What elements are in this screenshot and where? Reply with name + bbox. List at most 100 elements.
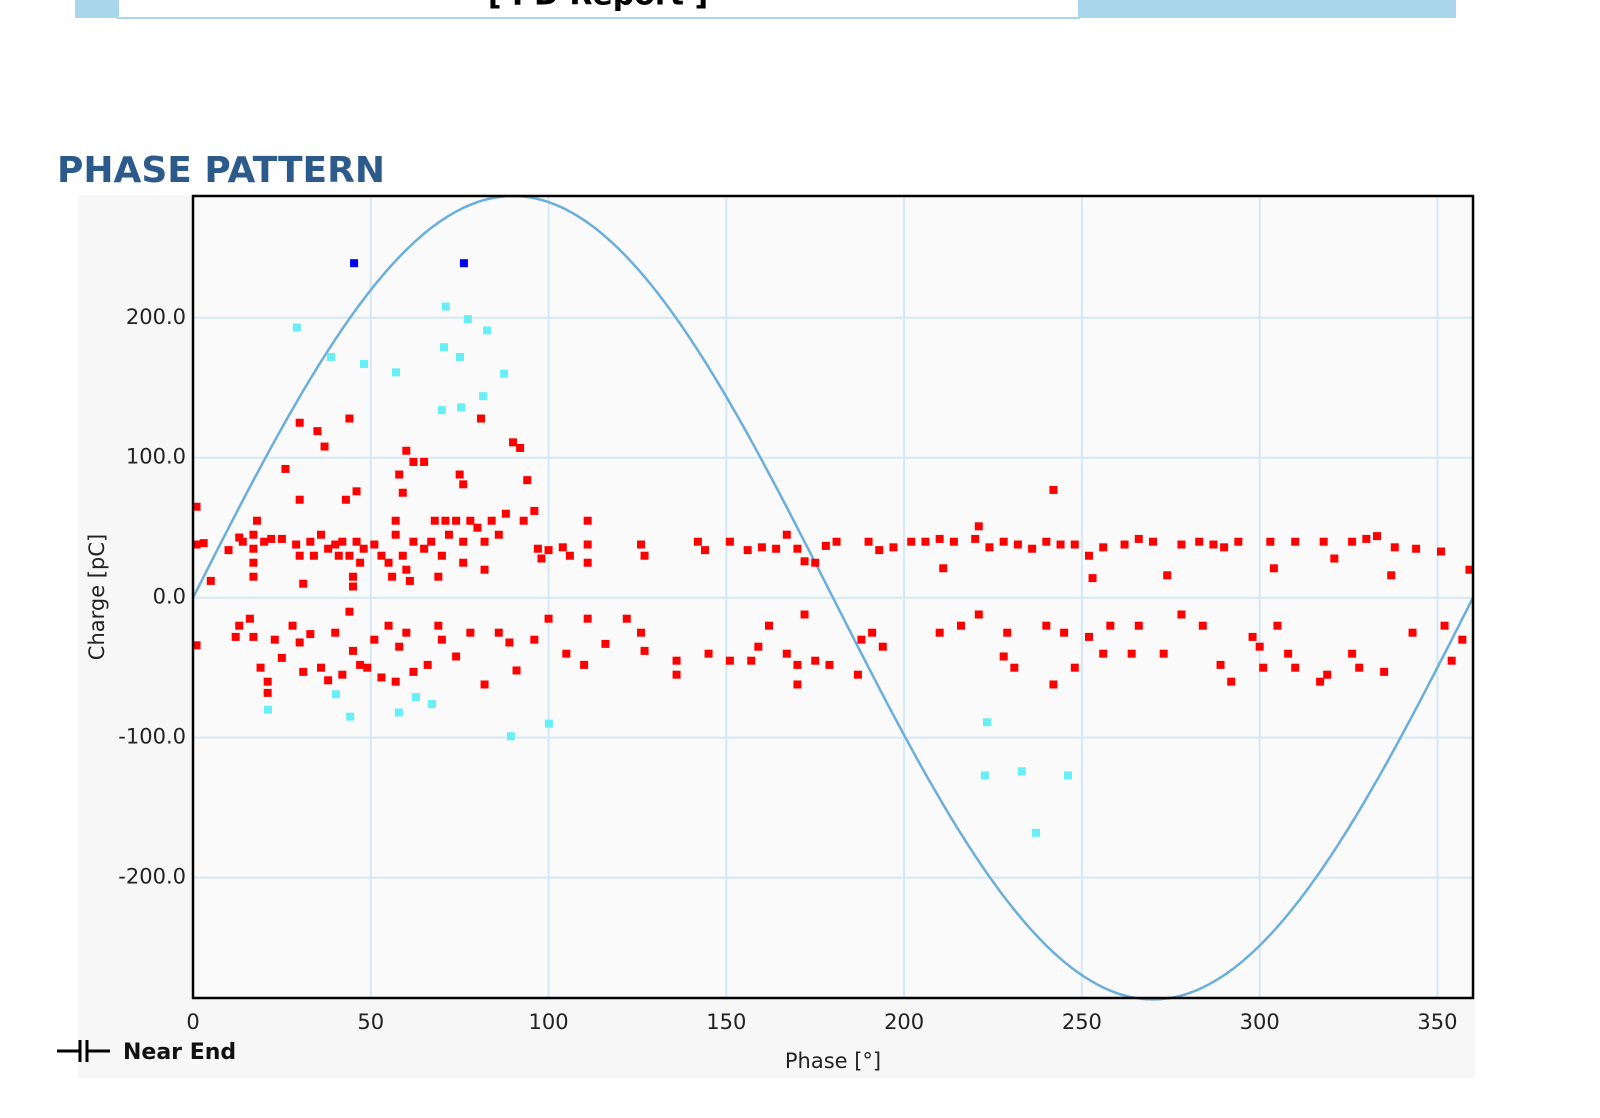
point	[345, 607, 354, 616]
point	[558, 543, 567, 552]
point	[800, 610, 809, 619]
y-tick-label: 200.0	[126, 305, 186, 329]
point	[601, 639, 610, 648]
point	[1127, 649, 1136, 658]
point	[295, 551, 304, 560]
point	[349, 646, 357, 655]
point	[832, 537, 841, 546]
point	[821, 541, 830, 550]
point	[480, 565, 489, 574]
point	[974, 522, 983, 531]
point	[1373, 532, 1381, 541]
point	[1209, 540, 1218, 549]
point	[1355, 663, 1364, 672]
point	[1042, 537, 1051, 546]
point	[466, 516, 475, 525]
point	[565, 551, 574, 560]
point	[853, 670, 862, 679]
point	[935, 534, 944, 543]
point	[423, 660, 432, 669]
point	[1362, 534, 1371, 543]
point	[1064, 771, 1073, 780]
point	[1390, 543, 1399, 552]
point	[299, 579, 308, 588]
point	[249, 544, 258, 553]
point	[1088, 574, 1097, 583]
point	[1049, 485, 1058, 494]
point	[452, 652, 461, 661]
point	[583, 540, 592, 549]
point	[249, 530, 258, 539]
point	[537, 554, 546, 563]
point	[1323, 670, 1332, 679]
point	[224, 546, 233, 555]
point	[530, 635, 539, 644]
point	[253, 516, 261, 525]
point	[263, 677, 272, 686]
point	[1013, 540, 1022, 549]
x-tick-label: 100	[529, 1010, 569, 1034]
point	[370, 635, 379, 644]
point	[360, 359, 369, 368]
point	[1017, 767, 1026, 776]
point	[875, 546, 884, 555]
point	[1198, 621, 1207, 630]
point	[295, 495, 304, 504]
point	[420, 544, 429, 553]
point	[326, 352, 335, 361]
point	[985, 543, 994, 552]
point	[935, 628, 944, 637]
point	[864, 537, 873, 546]
point	[398, 488, 407, 497]
point	[811, 656, 820, 665]
y-tick-label: 0.0	[153, 585, 186, 609]
point	[1291, 663, 1300, 672]
plot: 0 50 100 150 200 250 300 350 -200.0 -100.0 0.0 100.…	[118, 194, 1475, 1034]
header-title: [ PD Report ]	[488, 0, 708, 13]
point	[441, 516, 450, 525]
point	[921, 537, 930, 546]
point	[530, 506, 539, 515]
point	[235, 621, 244, 630]
point	[391, 516, 400, 525]
point	[459, 558, 468, 567]
point	[980, 771, 989, 780]
point	[359, 544, 368, 553]
point	[334, 551, 343, 560]
point	[270, 635, 279, 644]
point	[640, 646, 649, 655]
y-tick-label: -100.0	[118, 725, 186, 749]
point	[757, 543, 766, 552]
point	[1380, 667, 1389, 676]
point	[1049, 680, 1058, 689]
point	[391, 530, 400, 539]
point	[1003, 628, 1012, 637]
point	[331, 628, 340, 637]
y-tick-label: 100.0	[126, 445, 186, 469]
point	[509, 438, 517, 447]
point	[473, 523, 482, 532]
point	[245, 614, 254, 623]
point	[260, 537, 269, 546]
point	[487, 516, 496, 525]
point	[583, 516, 592, 525]
point	[398, 551, 407, 560]
point	[377, 551, 386, 560]
point	[583, 614, 592, 623]
point	[440, 343, 449, 352]
point	[519, 516, 528, 525]
point	[1255, 642, 1264, 651]
point	[452, 516, 461, 525]
point	[388, 572, 397, 581]
x-tick-label: 300	[1240, 1010, 1280, 1034]
point	[754, 642, 763, 651]
point	[857, 635, 866, 644]
point	[506, 732, 515, 741]
point	[1010, 663, 1019, 672]
point	[281, 464, 290, 473]
legend-icon	[57, 1040, 110, 1062]
point	[409, 537, 418, 546]
point	[437, 635, 446, 644]
point	[324, 544, 333, 553]
point	[192, 502, 201, 511]
